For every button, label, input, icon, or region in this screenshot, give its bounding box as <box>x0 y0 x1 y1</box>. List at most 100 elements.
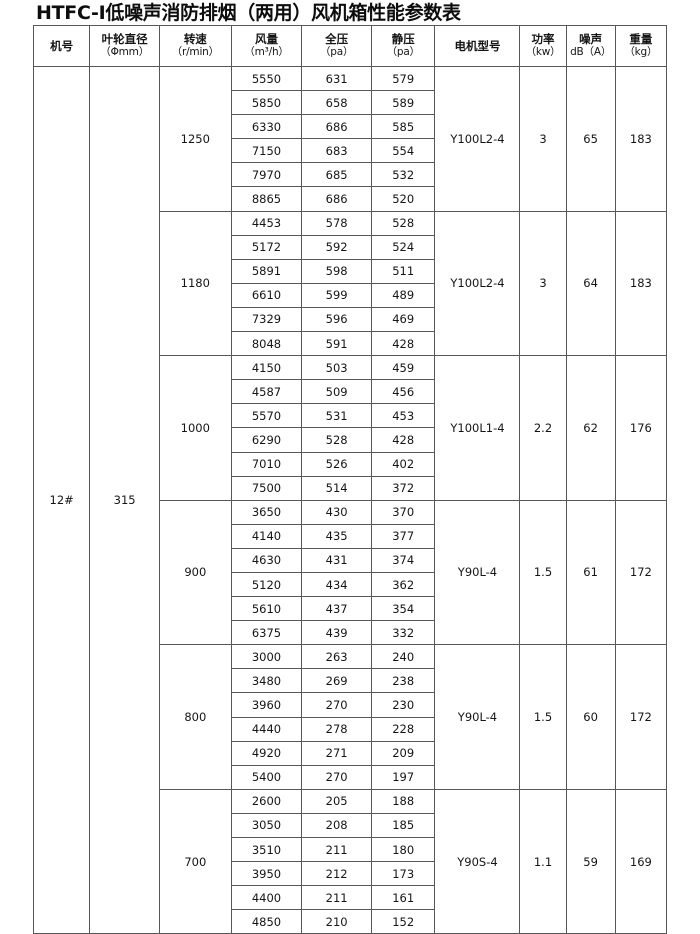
cell-total-pressure: 528 <box>301 427 372 453</box>
cell-total-pressure: 598 <box>301 258 372 284</box>
cell-power: 3 <box>519 210 567 357</box>
cell-speed: 700 <box>158 788 232 934</box>
cell-static-pressure: 238 <box>370 668 436 694</box>
cell-flow: 5400 <box>230 764 303 790</box>
table-row: 12# 315 1250 5550 631 579 Y100L2-4 3 65 183 <box>32 65 668 934</box>
cell-static-pressure: 372 <box>370 475 436 501</box>
cell-noise: 65 <box>565 66 616 212</box>
header-machine-no-label: 机号 <box>50 38 74 53</box>
cell-static-pressure: 532 <box>370 162 436 188</box>
header-speed: 转速 （r/min） <box>158 25 232 67</box>
cell-flow: 3960 <box>230 692 303 718</box>
cell-flow: 6610 <box>230 282 303 308</box>
cell-machine-no: 12# <box>32 65 91 934</box>
header-weight-label: 重量 <box>629 32 653 46</box>
cell-total-pressure: 686 <box>301 186 372 212</box>
table-row: 6290 528 428 <box>34 427 667 453</box>
cell-total-pressure: 269 <box>301 668 372 694</box>
cell-power: 1.5 <box>519 499 567 646</box>
header-speed-label: 转速 <box>183 32 207 46</box>
header-total-pressure-label: 全压 <box>325 32 349 46</box>
table-row: 7500 514 372 <box>34 475 667 501</box>
header-flow: 风量 （m³/h） <box>230 25 303 67</box>
table-row: 7329 596 469 <box>34 306 667 333</box>
header-machine-no: 机号 <box>32 25 91 67</box>
table-row: 6375 439 332 <box>34 620 667 646</box>
table-row: 900 3650 430 370 Y90L-4 1.5 61 172 <box>34 499 668 646</box>
cell-flow: 4850 <box>230 909 303 934</box>
cell-flow: 4587 <box>230 379 303 405</box>
table-body: 12# 315 1250 5550 631 579 Y100L2-4 3 65 183 5850 65… <box>32 65 668 934</box>
cell-static-pressure: 362 <box>370 571 436 598</box>
header-power: 功率 （kw） <box>519 25 567 67</box>
header-noise-unit: dB（A） <box>570 46 612 58</box>
cell-flow: 4630 <box>230 547 303 573</box>
cell-flow: 4400 <box>230 885 303 911</box>
cell-impeller-diameter: 315 <box>89 65 160 934</box>
cell-static-pressure: 152 <box>370 909 436 934</box>
cell-total-pressure: 434 <box>301 571 372 598</box>
cell-weight: 176 <box>614 355 668 501</box>
cell-total-pressure: 211 <box>301 885 372 911</box>
cell-speed: 900 <box>158 499 232 646</box>
cell-speed: 1000 <box>158 355 232 501</box>
cell-flow: 5570 <box>230 403 303 429</box>
header-total-pressure-unit: （pa） <box>319 46 354 58</box>
cell-static-pressure: 332 <box>370 620 436 646</box>
cell-flow: 5120 <box>230 571 303 598</box>
cell-static-pressure: 402 <box>370 451 436 477</box>
cell-static-pressure: 377 <box>370 523 436 549</box>
cell-flow: 5891 <box>230 258 303 284</box>
cell-static-pressure: 173 <box>370 861 436 887</box>
table-row: 5850 658 589 <box>34 90 667 116</box>
cell-speed: 1180 <box>158 210 232 357</box>
table-row: 5891 598 511 <box>34 258 667 284</box>
cell-total-pressure: 437 <box>301 596 372 622</box>
header-noise: 噪声 dB（A） <box>565 25 616 67</box>
cell-total-pressure: 591 <box>301 331 372 357</box>
header-weight-unit: （kg） <box>624 46 658 58</box>
cell-flow: 3950 <box>230 861 303 887</box>
table-row: 8865 686 520 <box>34 186 667 212</box>
cell-flow: 5850 <box>230 90 303 116</box>
cell-total-pressure: 599 <box>301 282 372 308</box>
table-row: 5120 434 362 <box>34 571 667 598</box>
cell-static-pressure: 428 <box>370 331 436 357</box>
header-speed-unit: （r/min） <box>171 46 219 58</box>
cell-flow: 8865 <box>230 186 303 212</box>
cell-total-pressure: 531 <box>301 403 372 429</box>
cell-static-pressure: 524 <box>370 234 436 260</box>
cell-flow: 7010 <box>230 451 303 477</box>
table-row: 6610 599 489 <box>34 282 667 308</box>
cell-static-pressure: 370 <box>370 499 436 525</box>
cell-static-pressure: 528 <box>370 210 436 236</box>
cell-static-pressure: 459 <box>370 355 436 381</box>
table-row: 4920 271 209 <box>34 740 667 766</box>
cell-power: 2.2 <box>519 355 567 501</box>
cell-flow: 7150 <box>230 138 303 164</box>
cell-static-pressure: 428 <box>370 427 436 453</box>
cell-motor-model: Y90S-4 <box>434 788 521 934</box>
header-static-pressure: 静压 （pa） <box>370 25 436 67</box>
cell-noise: 61 <box>565 499 616 646</box>
cell-flow: 4920 <box>230 740 303 766</box>
cell-total-pressure: 592 <box>301 234 372 260</box>
cell-static-pressure: 180 <box>370 836 436 863</box>
cell-static-pressure: 197 <box>370 764 436 790</box>
header-static-pressure-unit: （pa） <box>386 46 421 58</box>
cell-total-pressure: 514 <box>301 475 372 501</box>
table-row: 7010 526 402 <box>34 451 667 477</box>
cell-static-pressure: 354 <box>370 596 436 622</box>
cell-motor-model: Y100L2-4 <box>434 66 521 212</box>
cell-static-pressure: 579 <box>370 65 436 92</box>
cell-noise: 59 <box>565 788 616 934</box>
cell-static-pressure: 511 <box>370 258 436 284</box>
cell-flow: 7500 <box>230 475 303 501</box>
cell-total-pressure: 631 <box>301 65 372 92</box>
cell-total-pressure: 263 <box>301 644 372 670</box>
page-root: HTFC-Ⅰ低噪声消防排烟（两用）风机箱性能参数表 机号 叶轮直径 （Φ <box>32 2 668 934</box>
cell-total-pressure: 212 <box>301 861 372 887</box>
cell-static-pressure: 489 <box>370 282 436 308</box>
cell-weight: 183 <box>614 210 668 357</box>
table-row: 5400 270 197 <box>34 764 667 790</box>
